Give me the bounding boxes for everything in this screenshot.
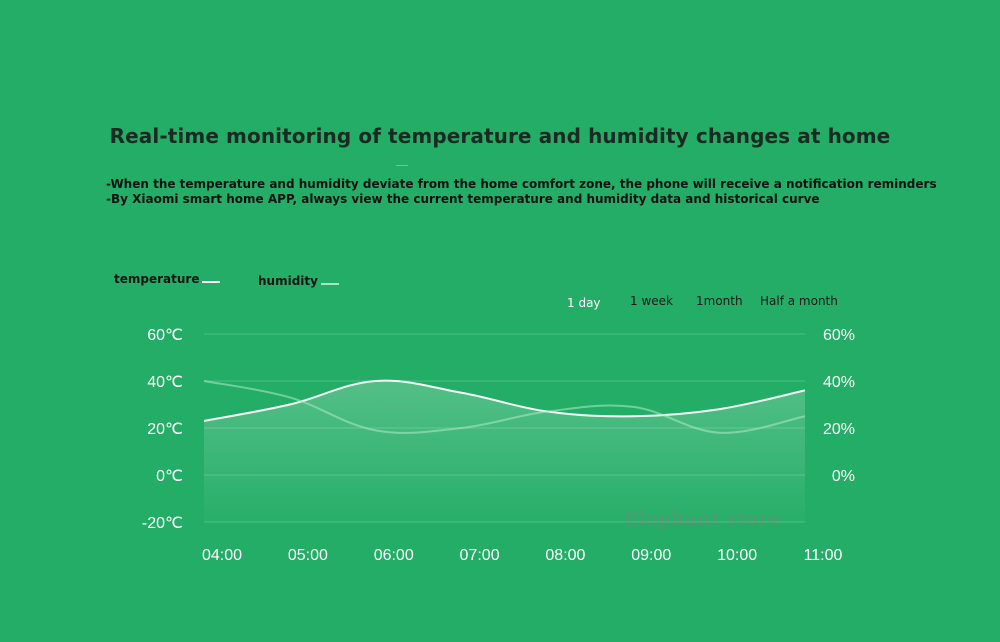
y-left-tick-label: 0℃ [156, 468, 183, 485]
legend-temperature-label: temperature [114, 272, 200, 286]
x-tick-label: 08:00 [545, 547, 585, 564]
range-1-day[interactable]: 1 day [567, 296, 601, 310]
y-left-tick-label: 40℃ [147, 374, 183, 391]
temperature-point [375, 380, 377, 382]
temperature-point [804, 389, 806, 391]
humidity-point [460, 427, 462, 429]
humidity-point [375, 429, 377, 431]
humidity-point [203, 380, 205, 382]
temperature-point [460, 392, 462, 394]
temperature-point [632, 415, 634, 417]
x-tick-label: 10:00 [717, 547, 757, 564]
legend-temperature: temperature [114, 272, 221, 286]
temperature-point [289, 403, 291, 405]
bullet-app: -By Xiaomi smart home APP, always view t… [106, 192, 820, 206]
x-tick-label: 09:00 [631, 547, 671, 564]
y-right-tick-label: 60% [823, 327, 855, 344]
temperature-point [718, 408, 720, 410]
page-title: Real-time monitoring of temperature and … [109, 124, 891, 148]
x-tick-label: 11:00 [804, 547, 843, 564]
temperature-point [203, 420, 205, 422]
range-1-week[interactable]: 1 week [630, 294, 673, 308]
legend-humidity-swatch [320, 283, 339, 285]
y-left-tick-label: 20℃ [147, 421, 183, 438]
humidity-point [632, 406, 634, 408]
title-divider [396, 165, 408, 166]
y-left-tick-label: 60℃ [147, 327, 183, 344]
range-half-month[interactable]: Half a month [760, 294, 838, 308]
legend-temperature-swatch [202, 281, 221, 283]
x-tick-label: 06:00 [374, 547, 414, 564]
legend-humidity: humidity [258, 274, 339, 288]
y-right-tick-label: 0% [832, 468, 855, 485]
range-1-month[interactable]: 1month [696, 294, 743, 308]
humidity-point [289, 396, 291, 398]
y-right-tick-label: 40% [823, 374, 855, 391]
humidity-point [546, 410, 548, 412]
temperature-line [203, 379, 806, 422]
y-right-tick-label: 20% [823, 421, 855, 438]
watermark: Elephant store [624, 508, 781, 530]
x-tick-label: 05:00 [288, 547, 328, 564]
x-tick-label: 04:00 [202, 547, 242, 564]
legend-humidity-label: humidity [258, 274, 318, 288]
x-tick-label: 07:00 [460, 547, 500, 564]
humidity-point [718, 432, 720, 434]
bullet-notification: -When the temperature and humidity devia… [106, 177, 937, 191]
y-left-tick-label: -20℃ [142, 515, 183, 532]
humidity-point [804, 415, 806, 417]
humidity-line [203, 380, 806, 434]
